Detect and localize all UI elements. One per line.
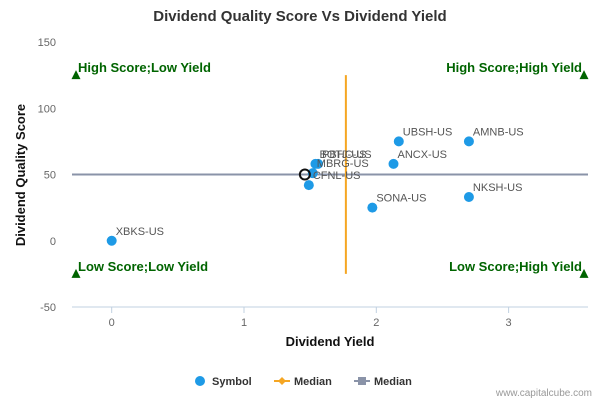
y-axis-ticks: -50 0 50 100 150 bbox=[38, 37, 56, 314]
data-point bbox=[303, 180, 314, 191]
y-tick-label: 0 bbox=[50, 236, 56, 248]
quadrant-marker-triangle bbox=[579, 268, 589, 278]
point-label: NKSH-US bbox=[473, 182, 523, 194]
data-point bbox=[106, 235, 117, 246]
quadrant-marker-triangle bbox=[71, 268, 81, 278]
quadrant-label: Low Score;High Yield bbox=[449, 259, 582, 274]
x-tick-label: 0 bbox=[109, 317, 115, 329]
data-point bbox=[367, 202, 378, 213]
quadrant-label: Low Score;Low Yield bbox=[78, 259, 208, 274]
x-axis-title: Dividend Yield bbox=[286, 334, 375, 349]
data-points bbox=[106, 136, 474, 246]
y-tick-label: 100 bbox=[38, 103, 56, 115]
y-axis-title: Dividend Quality Score bbox=[13, 104, 28, 246]
point-label: SONA-US bbox=[376, 193, 426, 205]
legend: Symbol Median Median bbox=[195, 376, 412, 388]
point-label: AMNB-US bbox=[473, 126, 524, 138]
data-point bbox=[463, 192, 474, 203]
data-point bbox=[463, 136, 474, 147]
median-lines bbox=[72, 75, 588, 274]
point-label: PBHC-US bbox=[322, 149, 372, 161]
y-tick-label: 150 bbox=[38, 37, 56, 49]
x-tick-label: 1 bbox=[241, 317, 247, 329]
y-tick-label: -50 bbox=[40, 302, 56, 314]
point-label: XBKS-US bbox=[116, 226, 164, 238]
quadrant-label: High Score;High Yield bbox=[446, 60, 582, 75]
highlighted-point bbox=[298, 168, 311, 181]
point-label: BOTJ-US bbox=[319, 149, 366, 161]
x-tick-label: 3 bbox=[506, 317, 512, 329]
credit-text: www.capitalcube.com bbox=[495, 388, 592, 399]
data-point bbox=[388, 158, 399, 169]
point-label: CFNL-US bbox=[313, 170, 361, 182]
x-axis-ticks: 0 1 2 3 bbox=[109, 307, 512, 329]
x-tick-label: 2 bbox=[373, 317, 379, 329]
legend-label: Median bbox=[374, 376, 412, 388]
legend-median-marker bbox=[278, 377, 286, 385]
legend-symbol-marker bbox=[195, 376, 205, 386]
quadrant-label: High Score;Low Yield bbox=[78, 60, 211, 75]
legend-label: Symbol bbox=[212, 376, 252, 388]
point-label: ANCX-US bbox=[398, 149, 448, 161]
y-tick-label: 50 bbox=[44, 170, 56, 182]
point-label: UBSH-US bbox=[403, 126, 453, 138]
quadrant-labels: High Score;Low Yield High Score;High Yiel… bbox=[71, 60, 589, 278]
data-point bbox=[313, 158, 324, 169]
quadrant-marker-triangle bbox=[579, 70, 589, 80]
quadrant-marker-triangle bbox=[71, 70, 81, 80]
chart-title: Dividend Quality Score Vs Dividend Yield bbox=[153, 8, 446, 25]
point-label: MBRG-US bbox=[317, 158, 369, 170]
legend-label: Median bbox=[294, 376, 332, 388]
legend-median-marker bbox=[358, 377, 366, 385]
data-point bbox=[393, 136, 404, 147]
